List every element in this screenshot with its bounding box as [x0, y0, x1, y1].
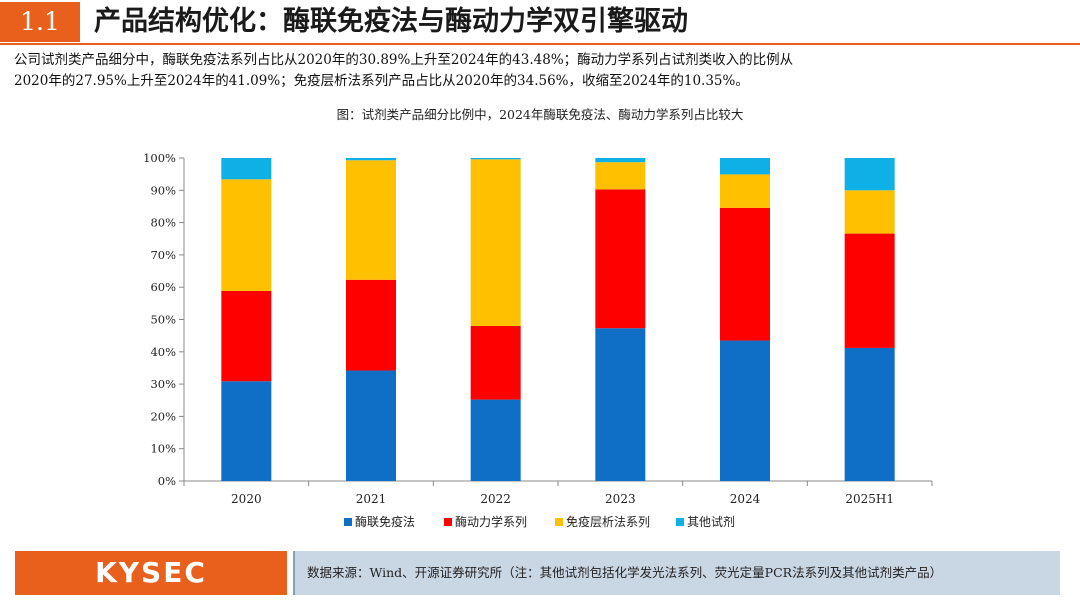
y-tick-label: 90%: [150, 183, 176, 197]
legend-swatch: [444, 518, 452, 526]
y-tick-label: 10%: [150, 442, 176, 456]
y-tick-label: 80%: [150, 216, 176, 230]
bar-segment-酶动力学系列-2024: [720, 207, 770, 341]
bar-segment-其他试剂-2023: [595, 158, 646, 163]
bar-segment-酶动力学系列-2020: [221, 290, 272, 382]
figure-title: 图：试剂类产品细分比例中，2024年酶联免疫法、酶动力学系列占比较大: [336, 107, 744, 122]
bar-segment-酶动力学系列-2025H1: [844, 233, 895, 348]
x-tick-label: 2020: [231, 492, 262, 506]
y-tick-label: 40%: [150, 345, 176, 359]
x-tick-label: 2025H1: [845, 492, 894, 506]
bar-segment-酶动力学系列-2022: [470, 325, 521, 400]
title-divider: [0, 43, 1080, 45]
bar-segment-免疫层析法系列-2024: [720, 174, 770, 208]
footer-logo: KYSEC: [15, 551, 287, 595]
bar-segment-酶联免疫法-2022: [470, 399, 521, 481]
bar-segment-免疫层析法系列-2022: [470, 159, 521, 326]
legend-swatch: [344, 518, 352, 526]
bar-segment-其他试剂-2024: [720, 158, 770, 175]
y-tick-label: 0%: [158, 474, 176, 488]
description: 公司试剂类产品细分中，酶联免疫法系列占比从2020年的30.89%上升至2024…: [14, 50, 1064, 92]
bar-segment-酶联免疫法-2020: [221, 381, 272, 481]
legend-label: 免疫层析法系列: [566, 514, 650, 529]
y-tick-label: 20%: [150, 409, 176, 423]
x-tick-label: 2022: [480, 492, 511, 506]
bar-segment-免疫层析法系列-2025H1: [844, 190, 895, 234]
logo-text: KYSEC: [95, 556, 207, 589]
x-tick-label: 2024: [730, 492, 761, 506]
bar-segment-酶联免疫法-2023: [595, 328, 646, 481]
header: 1.1 产品结构优化：酶联免疫法与酶动力学双引擎驱动: [0, 0, 1080, 42]
stacked-bar-chart: 0% 10% 20% 30% 40% 50% 60% 70% 80% 90% 100% 2020 202…: [143, 151, 933, 529]
footer-source: 数据来源：Wind、开源证券研究所（注：其他试剂包括化学发光法系列、荧光定量PC…: [293, 551, 1060, 595]
page-title: 产品结构优化：酶联免疫法与酶动力学双引擎驱动: [94, 6, 688, 37]
bar-segment-免疫层析法系列-2020: [221, 179, 272, 291]
bar-segment-其他试剂-2020: [221, 158, 272, 180]
bar-segment-酶联免疫法-2025H1: [844, 347, 895, 481]
bar-segment-酶动力学系列-2023: [595, 189, 646, 329]
y-tick-label: 100%: [143, 151, 176, 165]
bar-segment-酶联免疫法-2024: [720, 340, 770, 481]
x-tick-label: 2021: [356, 492, 387, 506]
x-tick-label: 2023: [605, 492, 636, 506]
bar-segment-酶动力学系列-2021: [346, 279, 396, 371]
section-number: 1.1: [0, 2, 80, 42]
legend-swatch: [676, 518, 684, 526]
bar-segment-其他试剂-2025H1: [844, 158, 895, 191]
description-line-2: 2020年的27.95%上升至2024年的41.09%；免疫层析法系列产品占比从…: [14, 73, 749, 89]
bar-segment-免疫层析法系列-2021: [346, 160, 396, 280]
bar-segment-其他试剂-2021: [346, 158, 396, 161]
legend-swatch: [555, 518, 563, 526]
bar-segment-其他试剂-2022: [470, 158, 521, 160]
source-note: 数据来源：Wind、开源证券研究所（注：其他试剂包括化学发光法系列、荧光定量PC…: [307, 565, 943, 580]
y-tick-label: 50%: [150, 313, 176, 327]
y-tick-label: 60%: [150, 280, 176, 294]
bar-segment-酶联免疫法-2021: [346, 370, 396, 481]
bar-segment-免疫层析法系列-2023: [595, 162, 646, 190]
legend-label: 其他试剂: [687, 514, 735, 529]
y-tick-label: 70%: [150, 248, 176, 262]
description-line-1: 公司试剂类产品细分中，酶联免疫法系列占比从2020年的30.89%上升至2024…: [14, 52, 794, 68]
legend-label: 酶联免疫法: [355, 514, 415, 529]
legend-label: 酶动力学系列: [455, 514, 527, 529]
y-tick-label: 30%: [150, 377, 176, 391]
